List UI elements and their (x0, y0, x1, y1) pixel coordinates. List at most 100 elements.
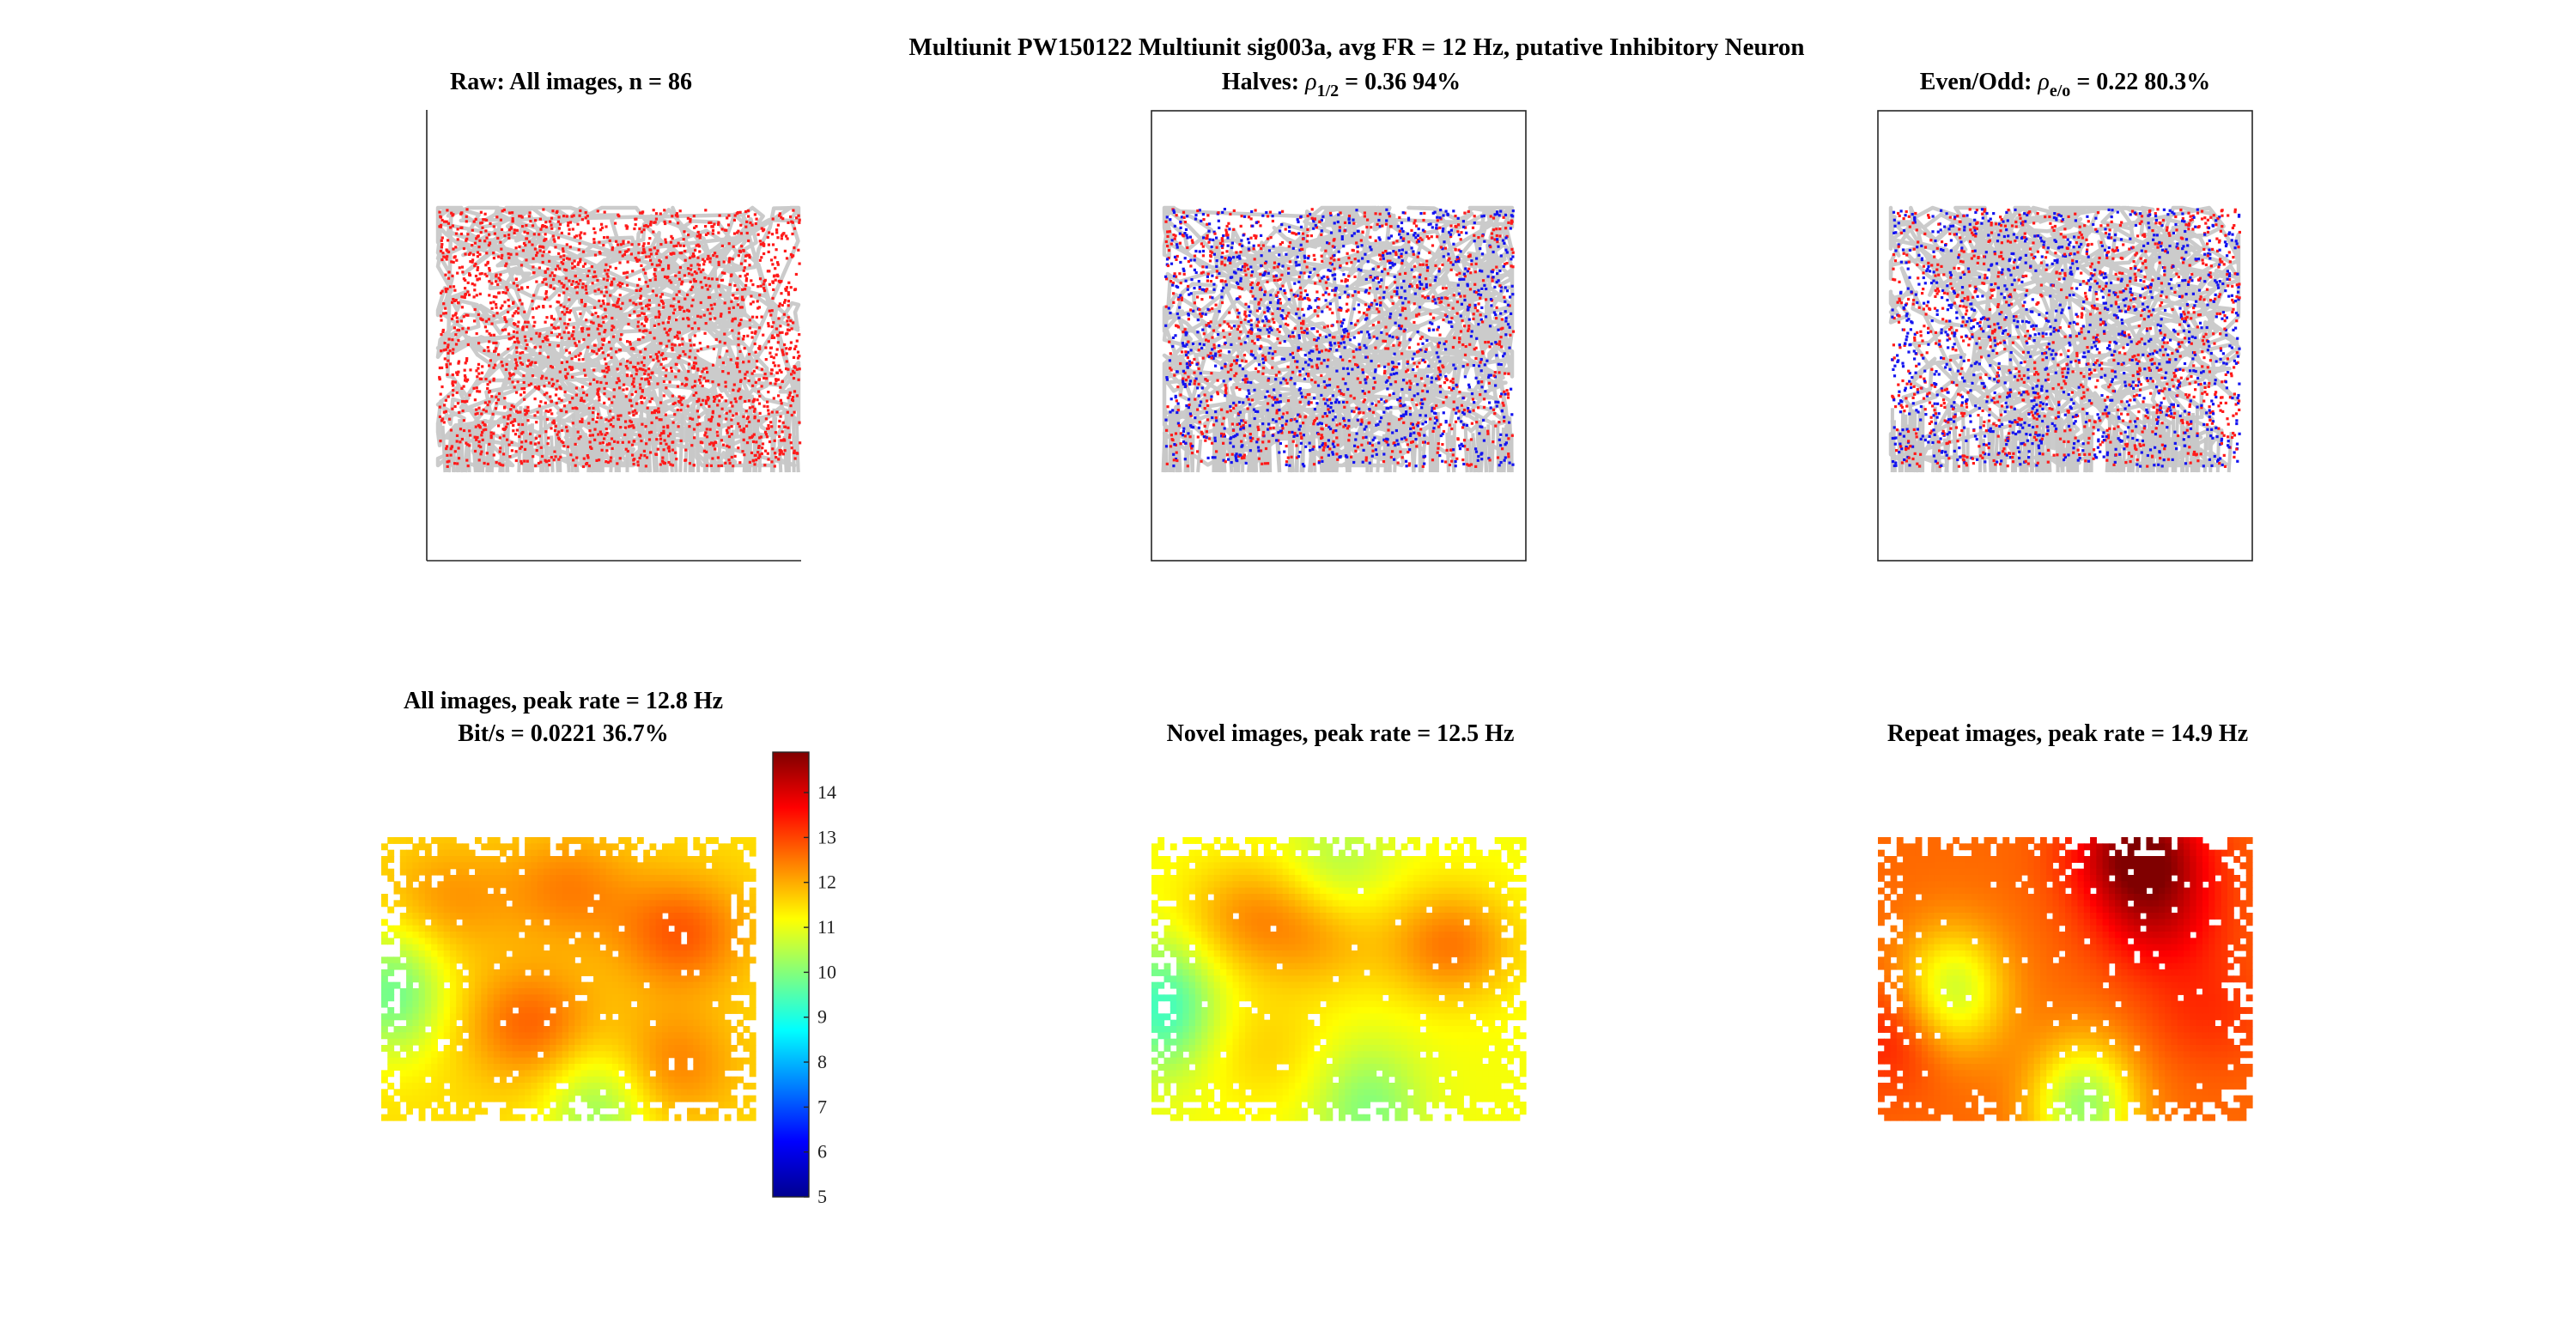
spike-point (1445, 378, 1449, 382)
trajectory-segment (1299, 415, 1307, 473)
spike-point (482, 428, 485, 432)
spike-point (1425, 259, 1429, 263)
spike-point (480, 371, 484, 374)
spike-point (1279, 229, 1282, 233)
spike-point (711, 232, 714, 235)
spike-point (1392, 241, 1395, 245)
spike-point (708, 221, 711, 224)
spike-point (1504, 372, 1507, 375)
spike-point (1229, 261, 1232, 264)
spike-point (701, 370, 704, 373)
spike-point (653, 275, 657, 278)
spike-point (512, 423, 515, 427)
spike-point (1204, 439, 1207, 442)
spike-point (1451, 263, 1455, 266)
spike-point (1333, 277, 1337, 281)
spike-point (592, 238, 596, 241)
spike-point (1343, 331, 1346, 334)
spike-point (1392, 250, 1395, 253)
spike-point (1220, 245, 1224, 248)
spike-point (520, 286, 524, 289)
spike-point (453, 313, 457, 317)
spike-point (1273, 320, 1276, 325)
spike-point (1182, 377, 1185, 380)
spike-point (1346, 400, 1349, 404)
spike-point (660, 293, 664, 296)
spike-point (625, 227, 629, 230)
spike-point (1206, 404, 1210, 407)
spike-point (726, 349, 729, 353)
spike-point (1322, 325, 1327, 329)
spike-point (587, 406, 591, 410)
spike-point (456, 328, 459, 332)
spike-point (618, 294, 622, 297)
spike-point (1435, 227, 1438, 230)
spike-point (739, 379, 743, 382)
spike-point (1457, 292, 1461, 295)
spike-point (1271, 318, 1275, 321)
spike-point (1409, 427, 1413, 430)
spike-point (770, 336, 774, 339)
spike-point (702, 376, 706, 380)
spike-point (1226, 234, 1230, 237)
spike-point (717, 465, 720, 468)
spike-point (592, 406, 595, 410)
spike-point (781, 303, 784, 307)
spike-point (1219, 279, 1223, 282)
spike-point (1508, 461, 1511, 465)
spike-point (1224, 384, 1227, 387)
spike-point (481, 318, 484, 322)
spike-point (1267, 331, 1271, 334)
spike-point (1408, 406, 1412, 410)
spike-point (688, 425, 691, 428)
spike-point (532, 455, 535, 458)
spike-point (1182, 331, 1185, 334)
spike-point (1287, 298, 1291, 301)
spike-point (556, 335, 559, 338)
spike-point (465, 215, 468, 218)
spike-point (453, 404, 457, 409)
spike-point (1207, 355, 1211, 358)
spike-point (1240, 215, 1243, 218)
spike-point (1415, 445, 1419, 448)
spike-point (702, 313, 706, 317)
spike-point (1209, 320, 1212, 324)
spike-point (445, 445, 449, 448)
spike-point (788, 435, 792, 439)
spike-point (634, 223, 637, 227)
trajectory-segment (1445, 432, 1450, 473)
spike-point (1197, 426, 1200, 429)
spike-point (703, 259, 707, 263)
spike-point (1320, 349, 1323, 353)
spike-point (1221, 240, 1224, 243)
spike-point (544, 376, 548, 380)
spike-point (1399, 313, 1402, 317)
spike-point (459, 319, 463, 323)
spike-point (1325, 287, 1329, 290)
spike-point (733, 284, 737, 288)
spike-point (720, 313, 723, 316)
spike-point (443, 341, 447, 345)
spike-point (555, 210, 558, 214)
spike-point (1376, 222, 1379, 226)
spike-point (1468, 288, 1473, 291)
spike-point (1421, 263, 1425, 266)
spike-point (446, 249, 449, 252)
spike-point (1479, 393, 1482, 397)
spike-point (677, 400, 681, 404)
spike-point (1282, 412, 1285, 416)
spike-point (1409, 434, 1413, 437)
spike-point (1306, 214, 1309, 218)
spike-point (619, 426, 623, 429)
spike-point (617, 380, 621, 383)
spike-point (1172, 209, 1176, 212)
spike-point (698, 234, 702, 237)
spike-point (1347, 217, 1351, 221)
spike-point (1208, 238, 1212, 241)
spike-point (786, 328, 790, 331)
spike-point (678, 209, 682, 213)
spike-point (712, 253, 715, 258)
spike-point (523, 391, 526, 394)
evenodd-title-suffix: = 0.22 80.3% (2070, 69, 2210, 95)
spike-point (1264, 395, 1267, 399)
